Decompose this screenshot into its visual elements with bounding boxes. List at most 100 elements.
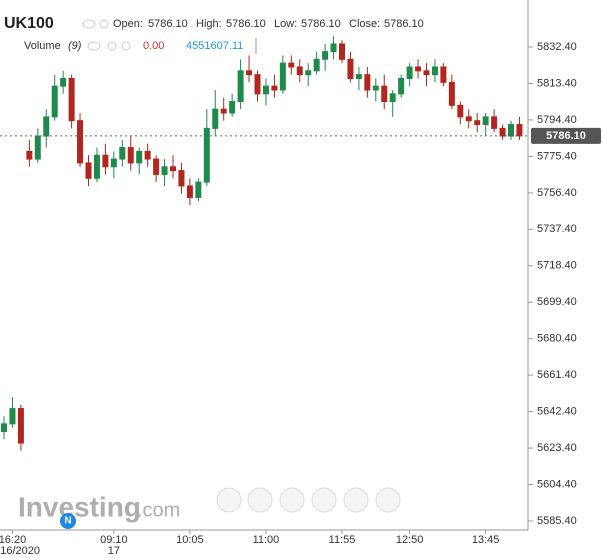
candle-body: [43, 116, 50, 137]
candle-body: [457, 104, 464, 118]
y-tick-label: 5756.40: [537, 187, 577, 199]
candle-body: [313, 58, 320, 72]
candle-body: [355, 74, 362, 79]
candle-body: [322, 51, 329, 60]
candle-body: [440, 66, 447, 83]
legend-open: 5786.10: [148, 18, 188, 30]
x-tick-label: 12:50: [396, 534, 424, 546]
y-tick-label: 5585.40: [537, 515, 577, 527]
y-tick-label: 5813.40: [537, 77, 577, 89]
candle-body: [170, 166, 176, 172]
candle-body: [26, 150, 33, 160]
x-tick-label: 16:20: [0, 534, 26, 546]
y-tick-label: 5661.40: [537, 369, 577, 381]
volume-value-a: 0.00: [143, 40, 164, 52]
news-badge-icon[interactable]: N: [64, 516, 71, 527]
candle-body: [516, 124, 523, 137]
watermark: Investing: [18, 491, 141, 522]
candle-body: [508, 124, 514, 137]
legend-icons: [82, 19, 131, 51]
candle-body: [499, 127, 506, 137]
legend-open-label: Open:: [113, 18, 143, 30]
volume-name: Volume: [24, 40, 61, 52]
candle-body: [372, 85, 379, 91]
chart-title: UK100: [4, 15, 54, 32]
candle-body: [144, 150, 151, 160]
x-tick-label: 11:55: [329, 534, 356, 546]
candle-body: [110, 158, 117, 168]
candle-body: [1, 423, 7, 433]
y-tick-label: 5832.40: [537, 41, 577, 53]
candle-body: [229, 101, 236, 114]
watermark-suffix: .com: [137, 499, 180, 521]
volume-value-b: 4551607.11: [186, 40, 243, 52]
candle-body: [271, 85, 278, 91]
candle-body: [482, 116, 489, 126]
legend-high-label: High:: [196, 18, 222, 30]
legend-close: 5786.10: [384, 18, 424, 30]
candle-body: [347, 58, 354, 79]
candle-body: [296, 66, 303, 76]
candle-body: [431, 66, 438, 76]
candle-body: [491, 116, 498, 129]
candle-body: [119, 147, 126, 160]
candle-body: [389, 93, 396, 103]
candle-body: [330, 43, 337, 53]
legend-low-label: Low:: [274, 18, 297, 30]
candle-body: [203, 127, 210, 183]
y-tick-label: 5623.40: [537, 442, 577, 454]
candle-body: [212, 108, 219, 129]
candle-body: [153, 158, 160, 175]
candle-body: [305, 70, 312, 76]
candle-body: [246, 70, 253, 76]
candle-body: [381, 85, 388, 103]
candle-body: [51, 85, 58, 118]
candle-body: [398, 77, 405, 95]
toolbar[interactable]: [216, 487, 401, 513]
y-tick-label: 5680.40: [537, 333, 577, 345]
last-price-box: [531, 127, 601, 144]
candle-body: [448, 81, 455, 106]
candle-body: [465, 116, 472, 122]
news-badge[interactable]: [60, 513, 76, 529]
candle-body: [195, 181, 202, 198]
y-tick-label: 5604.40: [537, 478, 577, 490]
candle-body: [279, 62, 286, 91]
legend-low: 5786.10: [301, 18, 341, 30]
candle-body: [262, 85, 269, 95]
volume-period: (9): [68, 40, 82, 52]
candle-body: [220, 108, 227, 114]
candle-body: [178, 170, 185, 187]
candle-body: [60, 77, 67, 87]
candle-body: [93, 154, 100, 179]
candle-body: [17, 408, 24, 444]
y-tick-label: 5794.40: [537, 114, 577, 126]
legend-close-label: Close:: [349, 18, 380, 30]
candle-body: [34, 135, 41, 160]
x-tick-label: 10:05: [176, 534, 204, 546]
candle-body: [423, 70, 430, 76]
y-tick-label: 5642.40: [537, 406, 577, 418]
candle-body: [406, 66, 413, 79]
candle-body: [237, 70, 244, 103]
candle-body: [9, 408, 16, 425]
candle-body: [339, 43, 345, 60]
y-tick-label: 5718.40: [537, 260, 577, 272]
candle-body: [364, 74, 371, 91]
candle-body: [186, 185, 193, 198]
legend-high: 5786.10: [226, 18, 266, 30]
candle-body: [68, 77, 75, 122]
x-sublabel: 17: [108, 545, 120, 557]
candle-body: [77, 120, 84, 164]
y-tick-label: 5737.40: [537, 223, 577, 235]
candle-body: [127, 147, 134, 164]
candle-body: [161, 166, 168, 175]
y-tick-label: 5775.40: [537, 150, 577, 162]
candle-body: [102, 154, 109, 168]
candle-body: [415, 66, 422, 72]
last-price-label: 5786.10: [546, 130, 586, 142]
x-tick-label: 13:45: [472, 534, 500, 546]
candle-body: [474, 120, 481, 126]
